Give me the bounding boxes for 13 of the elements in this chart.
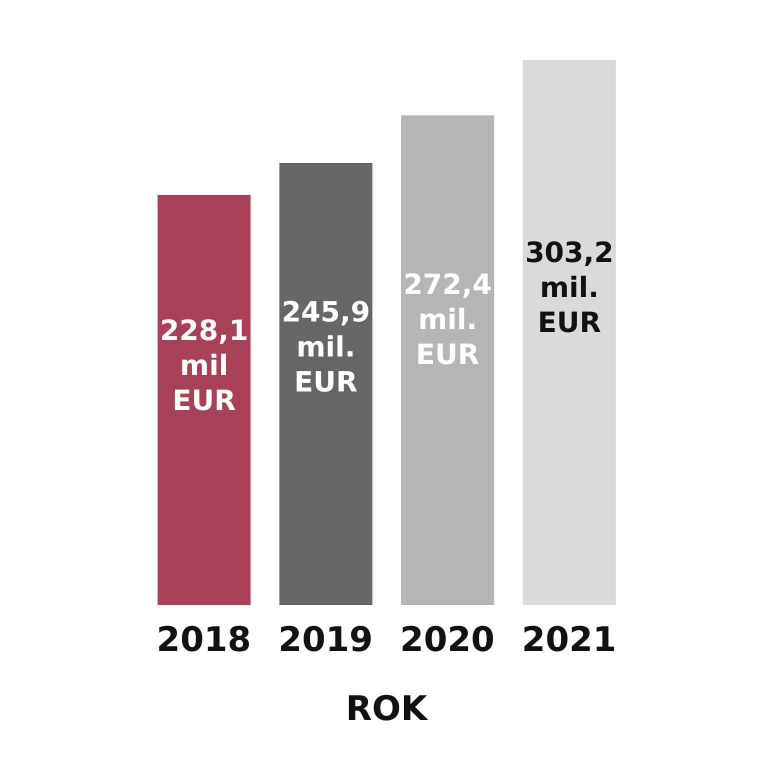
data-label: 245,9 mil. EUR — [282, 295, 370, 398]
bar — [158, 194, 251, 605]
x-tick-label: 2018 — [156, 620, 252, 660]
x-axis-title: ROK — [346, 689, 429, 729]
data-label: 303,2 mil. EUR — [525, 236, 614, 339]
data-label: 272,4 mil. EUR — [403, 268, 492, 371]
x-tick-label: 2020 — [400, 620, 495, 660]
x-tick-label: 2021 — [522, 620, 616, 660]
data-label: 228,1 mil EUR — [160, 314, 248, 417]
bar — [279, 162, 372, 605]
x-tick-label: 2019 — [278, 620, 373, 660]
bar — [522, 60, 616, 605]
bar — [401, 115, 494, 605]
